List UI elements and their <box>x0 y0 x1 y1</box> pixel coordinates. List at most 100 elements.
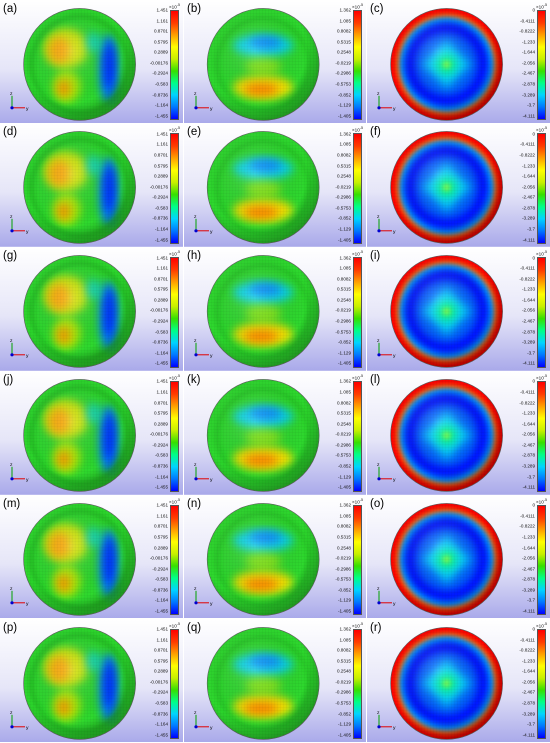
colorbar <box>353 504 362 616</box>
colorbar-tick-label: 0 <box>532 379 535 385</box>
axis-y-label: y <box>26 105 29 111</box>
colorbar-tick-label: -2.467 <box>521 566 535 572</box>
colorbar-tick-label: -1.164 <box>154 350 168 356</box>
colorbar-exponent: ×10-5 <box>536 373 547 381</box>
figure-panel: z y (k) ×10-5 1.362 1.085 0.8082 0.5315 0.2548 -0… <box>184 371 366 495</box>
colorbar-tick-label: -0.8736 <box>152 711 168 717</box>
colorbar <box>170 257 179 368</box>
sphere-outline <box>23 7 136 121</box>
panel-label: (p) <box>3 621 18 634</box>
colorbar-tick-label: 1.161 <box>156 18 169 24</box>
colorbar-ticks: 1.451 1.161 0.8701 0.5795 0.2889 -0.00176 -0.2… <box>130 379 168 490</box>
colorbar-tick-label: -0.583 <box>154 205 168 211</box>
colorbar-tick-label: -1.455 <box>154 237 168 243</box>
contour-sphere <box>390 626 503 739</box>
axis-z-label: z <box>377 585 380 591</box>
colorbar-tick-label: -0.00176 <box>149 679 168 685</box>
colorbar-tick-label: -3.289 <box>521 216 535 222</box>
colorbar-tick-label: 0.5315 <box>336 410 351 416</box>
colorbar-tick-label: -0.5753 <box>335 205 351 211</box>
colorbar-tick-label: -1.233 <box>521 39 535 45</box>
colorbar-tick-label: -0.2924 <box>152 194 168 200</box>
colorbar-tick-label: -1.233 <box>521 287 535 293</box>
colorbar-tick-label: -3.7 <box>527 598 535 604</box>
colorbar-tick-label: -0.852 <box>337 711 351 717</box>
colorbar-tick-label: -1.164 <box>154 721 168 727</box>
axis-triad-icon: zy <box>194 214 213 235</box>
colorbar-tick-label: -0.00176 <box>149 60 168 66</box>
colorbar-tick-label: -0.2924 <box>152 318 168 324</box>
axis-triad-icon: zy <box>10 585 29 606</box>
colorbar <box>170 133 179 245</box>
sphere-shading <box>390 626 503 739</box>
sphere-outline <box>23 378 136 492</box>
colorbar-tick-label: -0.2986 <box>335 71 351 77</box>
axis-z-label: z <box>10 338 13 344</box>
axis-z-label: z <box>194 214 197 220</box>
colorbar <box>353 133 362 245</box>
sphere-shading <box>23 255 136 368</box>
contour-sphere <box>23 131 136 244</box>
colorbar-ticks: 1.362 1.085 0.8082 0.5315 0.2548 -0.0219 -0.29… <box>313 627 351 738</box>
colorbar-tick-label: 0.8082 <box>336 276 351 282</box>
panel-label: (d) <box>3 126 18 139</box>
colorbar-ticks: 0 -0.4111 -0.8222 -1.233 -1.644 -2.056 -2.467 -… <box>497 256 535 367</box>
colorbar-tick-label: 0 <box>532 502 535 508</box>
colorbar-ticks: 0 -0.4111 -0.8222 -1.233 -1.644 -2.056 -2.467 -… <box>497 8 535 119</box>
colorbar-tick-label: -1.129 <box>337 474 351 480</box>
colorbar-exponent: ×10-5 <box>169 250 180 257</box>
colorbar-tick-label: -0.00176 <box>149 184 168 190</box>
sphere-shading <box>390 503 503 616</box>
sphere-shading <box>207 131 320 244</box>
colorbar-tick-label: -0.0219 <box>335 60 351 66</box>
colorbar <box>537 9 546 121</box>
colorbar-tick-label: -0.8736 <box>152 339 168 345</box>
figure-panel: z y (m) ×10-5 1.451 1.161 0.8701 0.5795 0.2889 -0… <box>0 495 183 619</box>
colorbar-tick-label: -0.2924 <box>152 690 168 696</box>
colorbar-tick-label: 1.085 <box>339 513 352 519</box>
sphere-shading <box>23 7 136 120</box>
colorbar-tick-label: -0.2986 <box>335 194 351 200</box>
colorbar-tick-label: -1.455 <box>154 361 168 367</box>
colorbar-tick-label: 0.8082 <box>336 400 351 406</box>
colorbar-tick-label: -0.5753 <box>335 453 351 459</box>
sphere-shading <box>207 379 320 492</box>
sphere-shading <box>23 503 136 616</box>
colorbar-tick-label: 0.2548 <box>336 669 351 675</box>
colorbar-ticks: 0 -0.4111 -0.8222 -1.233 -1.644 -2.056 -2.467 -… <box>497 626 535 738</box>
contour-sphere <box>207 503 320 616</box>
axis-y-label: y <box>26 229 29 235</box>
colorbar-exponent: ×10-5 <box>169 373 180 381</box>
panel-label: (b) <box>187 2 202 15</box>
colorbar-tick-label: -2.056 <box>521 60 535 66</box>
colorbar-tick-label: 1.362 <box>339 131 352 137</box>
colorbar-exponent: ×10-5 <box>169 497 180 505</box>
panel-label: (l) <box>370 373 381 386</box>
figure-panel: z y (j) ×10-5 1.451 1.161 0.8701 0.5795 0.2889 -0… <box>0 371 183 495</box>
colorbar-tick-label: -4.111 <box>522 361 535 367</box>
axis-triad-icon: zy <box>194 338 213 359</box>
axis-y-label: y <box>210 600 213 606</box>
colorbar-tick-label: -1.233 <box>521 410 535 416</box>
colorbar-ticks: 0 -0.4111 -0.8222 -1.233 -1.644 -2.056 -2.467 -… <box>497 132 535 242</box>
sphere-shading <box>390 255 503 368</box>
sphere-outline <box>206 378 320 492</box>
colorbar-tick-label: 0.2889 <box>153 297 168 303</box>
colorbar-tick-label: 1.085 <box>339 265 352 271</box>
panel-label: (k) <box>187 373 201 386</box>
colorbar-tick-label: -1.129 <box>337 102 351 108</box>
colorbar-tick-label: 1.362 <box>339 502 352 508</box>
colorbar-tick-label: -1.405 <box>337 484 351 490</box>
colorbar-tick-label: -0.5753 <box>335 576 351 582</box>
colorbar-tick-label: -0.8736 <box>152 216 168 222</box>
colorbar-exponent: ×10-5 <box>169 126 180 133</box>
colorbar-ticks: 1.362 1.085 0.8082 0.5315 0.2548 -0.0219 -0.29… <box>313 256 352 366</box>
colorbar-tick-label: 0 <box>532 626 535 632</box>
axis-y-label: y <box>210 724 213 730</box>
colorbar-ticks: 0 -0.4111 -0.8222 -1.233 -1.644 -2.056 -2.467 -… <box>497 379 535 490</box>
panel-label: (r) <box>370 621 382 634</box>
colorbar-tick-label: 0.2889 <box>153 545 168 551</box>
axis-triad-icon: zy <box>194 709 213 730</box>
colorbar-tick-label: -2.878 <box>521 700 535 706</box>
colorbar-tick-label: -2.878 <box>521 576 535 582</box>
